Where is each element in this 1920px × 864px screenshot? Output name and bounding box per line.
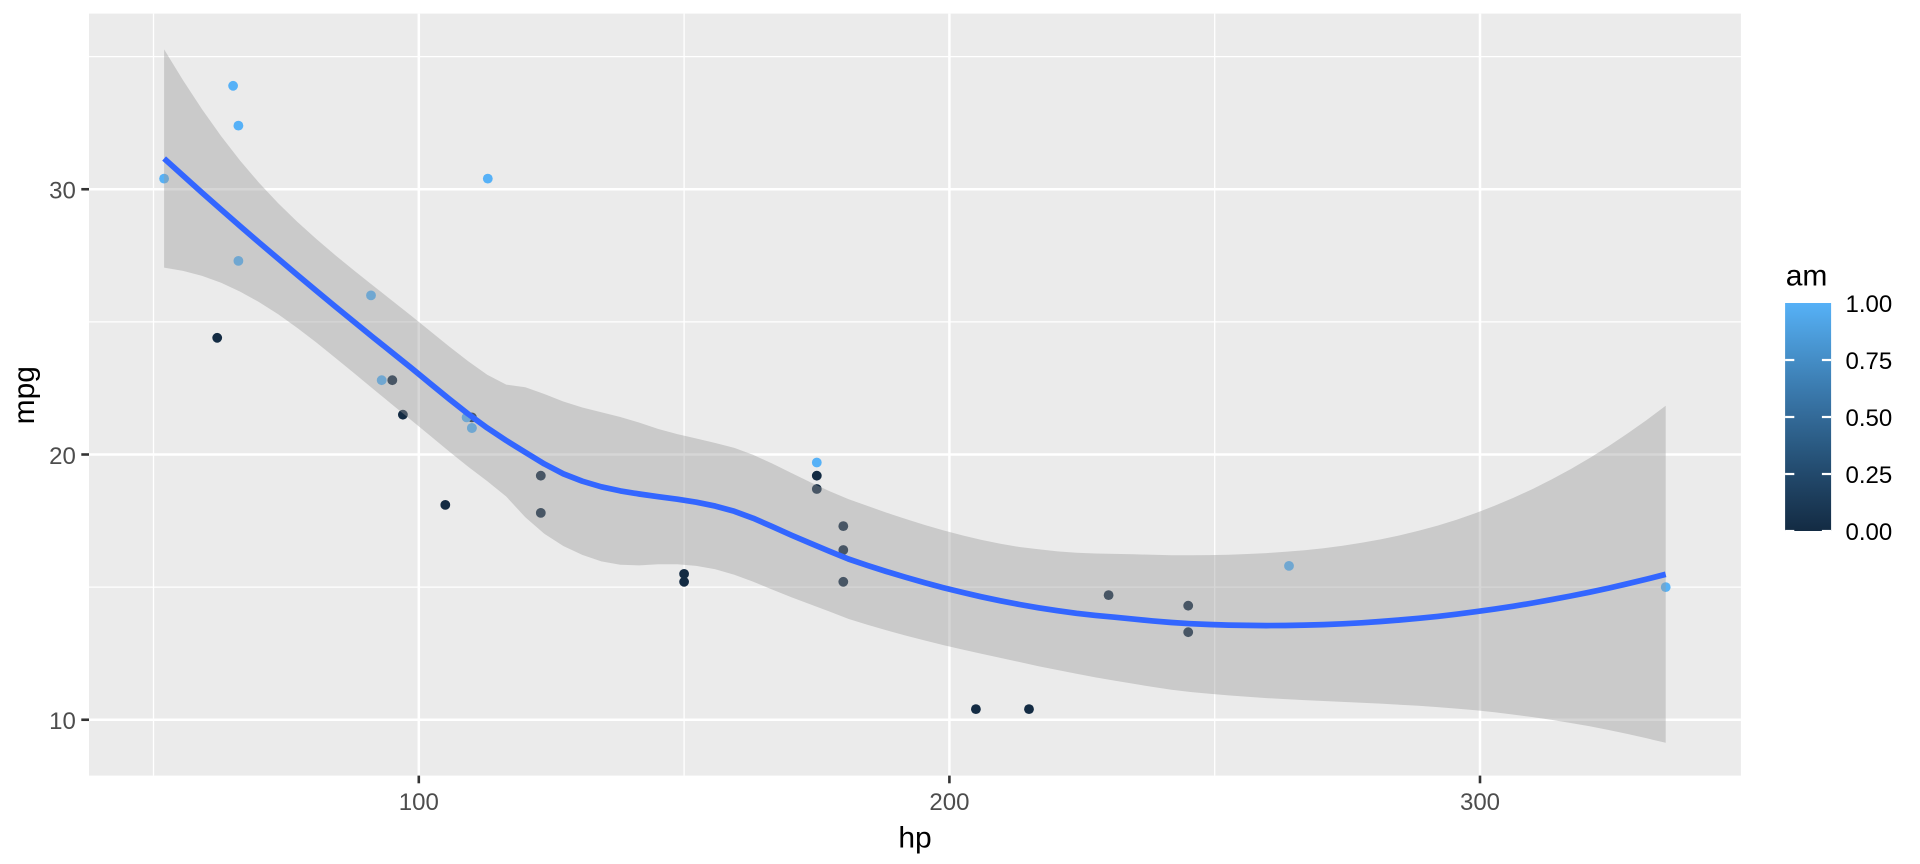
svg-text:0.00: 0.00 xyxy=(1846,519,1893,546)
svg-text:300: 300 xyxy=(1460,789,1500,816)
svg-text:0.25: 0.25 xyxy=(1846,462,1893,489)
svg-text:100: 100 xyxy=(399,789,439,816)
svg-text:30: 30 xyxy=(49,178,76,205)
svg-text:10: 10 xyxy=(49,708,76,735)
svg-text:0.75: 0.75 xyxy=(1846,348,1893,375)
svg-text:200: 200 xyxy=(929,789,969,816)
svg-text:0.50: 0.50 xyxy=(1846,405,1893,432)
svg-text:20: 20 xyxy=(49,443,76,470)
svg-text:mpg: mpg xyxy=(8,366,41,424)
svg-text:am: am xyxy=(1786,259,1828,292)
svg-text:1.00: 1.00 xyxy=(1846,291,1893,318)
svg-text:hp: hp xyxy=(898,821,931,854)
